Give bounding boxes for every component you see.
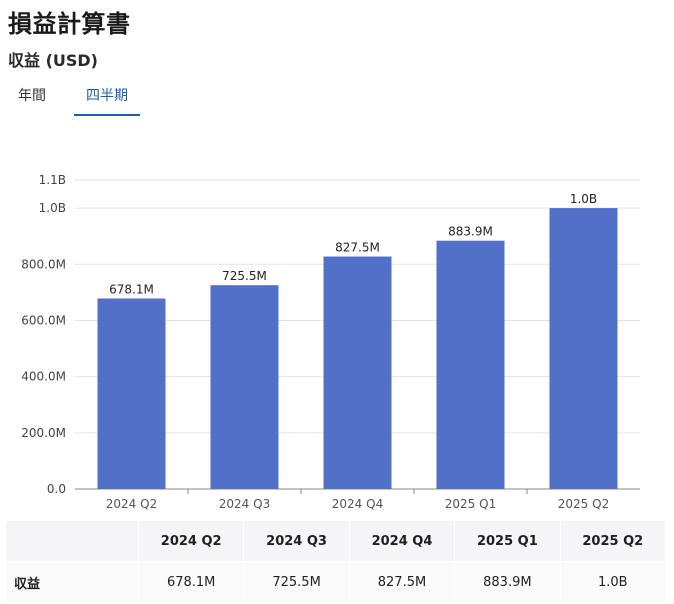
x-tick-label: 2024 Q4 <box>332 497 383 511</box>
bar <box>549 208 618 489</box>
data-label: 1.0B <box>570 192 597 206</box>
table-header-row: 2024 Q2 2024 Q3 2024 Q4 2025 Q1 2025 Q2 <box>6 521 667 562</box>
page-title: 損益計算書 <box>8 10 131 38</box>
revenue-bar-chart: 0.0 200.0M 400.0M 600.0M 800.0M 1.0B 1.1B 678.1… <box>21 173 640 511</box>
table-header-cell: 2024 Q3 <box>243 521 350 562</box>
bar <box>323 256 392 489</box>
x-tick-label: 2024 Q2 <box>106 497 157 511</box>
table-cell: 1.0B <box>560 561 667 602</box>
table-header-cell: 2024 Q4 <box>349 521 456 562</box>
data-label: 827.5M <box>335 241 380 255</box>
table-header-cell: 2025 Q2 <box>560 521 667 562</box>
data-label: 725.5M <box>222 269 267 283</box>
y-tick-label: 800.0M <box>21 257 66 271</box>
revenue-table: 2024 Q2 2024 Q3 2024 Q4 2025 Q1 2025 Q2 … <box>6 521 667 602</box>
table-corner-cell <box>6 521 139 562</box>
x-tick-label: 2025 Q2 <box>558 497 609 511</box>
bar <box>210 285 279 489</box>
y-tick-label: 600.0M <box>21 313 66 327</box>
table-row-label: 収益 <box>6 561 139 602</box>
y-tick-label: 1.0B <box>39 201 66 215</box>
tab-quarterly[interactable]: 四半期 <box>74 82 140 116</box>
table-cell: 725.5M <box>243 561 350 602</box>
bar <box>97 298 166 489</box>
tab-annual[interactable]: 年間 <box>18 88 46 104</box>
section-subtitle: 収益 (USD) <box>8 51 98 70</box>
y-tick-label: 0.0 <box>47 482 66 496</box>
table-header-cell: 2024 Q2 <box>138 521 245 562</box>
table-header-cell: 2025 Q1 <box>454 521 561 562</box>
table-row: 収益 678.1M 725.5M 827.5M 883.9M 1.0B <box>6 561 667 602</box>
data-label: 883.9M <box>448 225 493 239</box>
table-cell: 827.5M <box>349 561 456 602</box>
y-tick-label: 1.1B <box>39 173 66 187</box>
bar <box>436 240 505 489</box>
x-tick-label: 2024 Q3 <box>219 497 270 511</box>
period-tabs: 年間 四半期 <box>0 82 140 118</box>
data-label: 678.1M <box>109 283 154 297</box>
table-cell: 883.9M <box>454 561 561 602</box>
x-tick-label: 2025 Q1 <box>445 497 496 511</box>
y-tick-label: 400.0M <box>21 370 66 384</box>
table-cell: 678.1M <box>138 561 245 602</box>
y-tick-label: 200.0M <box>21 426 66 440</box>
